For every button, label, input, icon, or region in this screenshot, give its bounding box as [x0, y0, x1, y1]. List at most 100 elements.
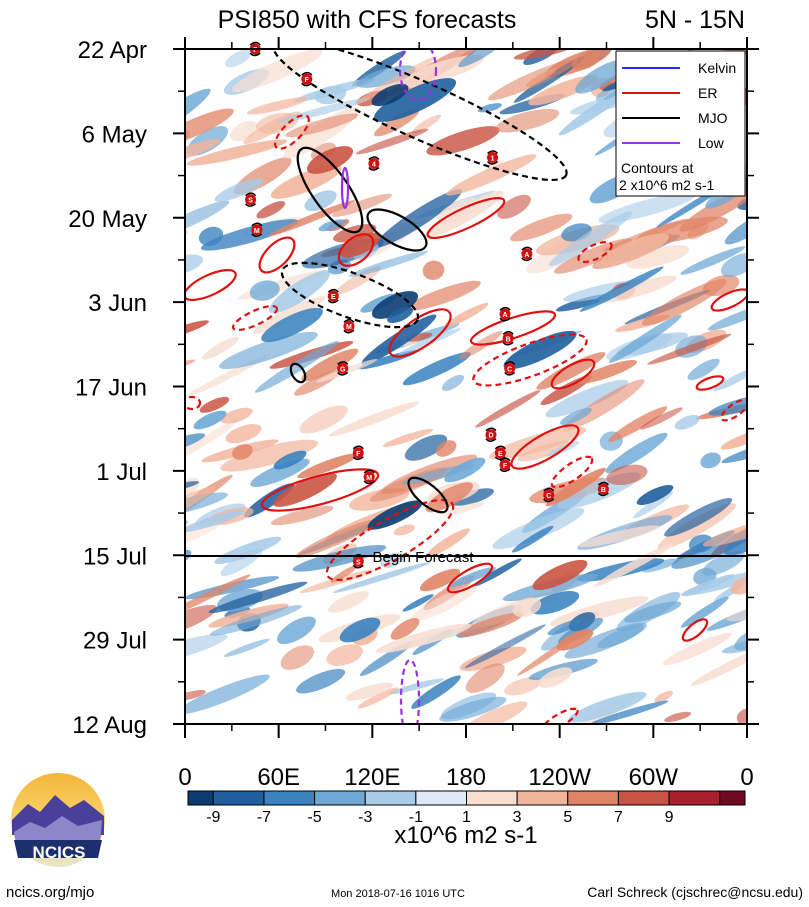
- storm-marker-swirl: [337, 361, 349, 366]
- anomaly-core: [532, 559, 588, 591]
- storm-marker: B: [597, 481, 609, 497]
- er-contour-dashed: [274, 114, 310, 150]
- storm-marker-swirl: [504, 371, 516, 376]
- colorbar-swatch: [617, 790, 670, 806]
- anomaly-patch: [545, 467, 606, 507]
- anomaly-patch: [318, 219, 346, 232]
- anomaly-patch: [547, 619, 582, 636]
- anomaly-patch: [721, 433, 747, 464]
- anomaly-patch: [606, 464, 648, 486]
- y-tick-label: 12 Aug: [72, 712, 147, 739]
- anomaly-patch: [293, 78, 375, 102]
- anomaly-patch: [594, 542, 675, 587]
- storm-marker-swirl: [363, 469, 375, 474]
- anomaly-patch: [680, 246, 746, 275]
- anomaly-patch: [185, 521, 222, 558]
- anomaly-patch: [357, 687, 399, 709]
- storm-marker-swirl: [485, 427, 497, 432]
- storm-marker-letter: S: [248, 198, 253, 205]
- storm-marker-swirl: [502, 331, 514, 335]
- anomaly-patch: [726, 603, 747, 622]
- storm-marker-dot: [251, 224, 263, 236]
- anomaly-patch: [296, 668, 346, 694]
- y-tick-label: 15 Jul: [83, 543, 147, 570]
- storm-marker: G: [337, 361, 349, 376]
- colorbar-swatch: [516, 790, 569, 806]
- er-contour: [710, 288, 747, 312]
- anomaly-patch: [568, 691, 647, 723]
- anomaly-patch: [682, 574, 735, 596]
- anomaly-patch: [328, 591, 370, 613]
- mjo-contour-dashed: [272, 49, 568, 182]
- anomaly-patch: [185, 88, 211, 148]
- storm-marker-swirl: [301, 71, 313, 76]
- anomaly-patch: [464, 624, 546, 669]
- colorbar-tick-label: -7: [257, 809, 271, 826]
- anomaly-patch: [548, 211, 633, 267]
- er-contour: [258, 236, 296, 274]
- anomaly-patch: [448, 566, 496, 588]
- storm-marker-letter: C: [546, 493, 551, 500]
- anomaly-patch: [301, 348, 359, 382]
- anomaly-patch: [231, 49, 323, 93]
- storm-marker-letter: F: [253, 47, 258, 54]
- anomaly-patch: [208, 581, 308, 614]
- anomaly-core: [371, 291, 419, 319]
- storm-marker-dot: [363, 471, 375, 483]
- anomaly-patch: [185, 200, 230, 239]
- anomaly-patch: [200, 219, 299, 251]
- colorbar-swatch: [567, 790, 619, 806]
- anomaly-patch: [458, 49, 507, 68]
- storm-marker-letter: B: [601, 487, 606, 494]
- storm-marker: F: [352, 445, 364, 461]
- anomaly-patch: [406, 280, 481, 311]
- storm-marker-swirl: [327, 299, 339, 304]
- storm-marker-swirl: [543, 487, 555, 492]
- anomaly-patch: [185, 433, 206, 458]
- anomaly-patch: [374, 189, 462, 248]
- storm-marker-dot: [245, 194, 257, 206]
- anomaly-patch: [578, 525, 660, 548]
- storm-marker: 4: [368, 156, 380, 171]
- colorbar-swatch: [314, 790, 366, 806]
- anomaly-patch: [345, 682, 393, 701]
- anomaly-patch: [477, 103, 503, 113]
- storm-marker-letter: C: [507, 366, 512, 373]
- anomaly-patch: [579, 266, 664, 312]
- storm-marker-dot: [499, 308, 511, 320]
- storm-marker-dot: [352, 447, 364, 459]
- colorbar-tick-label: 3: [513, 809, 522, 826]
- anomaly-patch: [664, 711, 692, 723]
- footer-url[interactable]: ncics.org/mjo: [6, 884, 94, 901]
- anomaly-patch: [268, 200, 356, 237]
- anomaly-core: [419, 568, 461, 592]
- anomaly-patch: [755, 399, 777, 414]
- anomaly-patch: [358, 349, 419, 370]
- x-tick-label: 0: [178, 764, 191, 791]
- anomaly-patch: [720, 429, 747, 450]
- storm-marker-swirl: [499, 468, 511, 473]
- anomaly-patch: [441, 374, 464, 391]
- storm-marker-letter: B: [506, 336, 511, 343]
- anomaly-patch: [577, 360, 638, 384]
- legend: Kelvin ER MJO Low Contours at 2 x10^6 m2 s-…: [615, 50, 746, 197]
- storm-marker: S: [244, 192, 257, 207]
- plot-frame: [184, 48, 748, 725]
- anomaly-patch: [488, 58, 578, 101]
- anomaly-core: [339, 617, 381, 643]
- anomaly-patch: [329, 401, 420, 437]
- mjo-contour-dashed: [280, 261, 420, 329]
- anomaly-patch: [348, 250, 428, 277]
- anomaly-patch: [268, 270, 331, 314]
- anomaly-patch: [545, 379, 629, 418]
- anomaly-patch: [640, 407, 683, 430]
- er-contour: [388, 308, 452, 358]
- storm-marker-dot: [301, 73, 313, 85]
- storm-marker: E: [494, 445, 506, 461]
- anomaly-patch: [375, 623, 472, 654]
- anomaly-patch: [225, 49, 252, 68]
- anomaly-patch: [495, 108, 560, 133]
- footer-author: Carl Schreck (cjschrec@ncsu.edu): [587, 884, 803, 900]
- er-contour: [681, 618, 709, 642]
- colorbar-swatch: [415, 790, 467, 806]
